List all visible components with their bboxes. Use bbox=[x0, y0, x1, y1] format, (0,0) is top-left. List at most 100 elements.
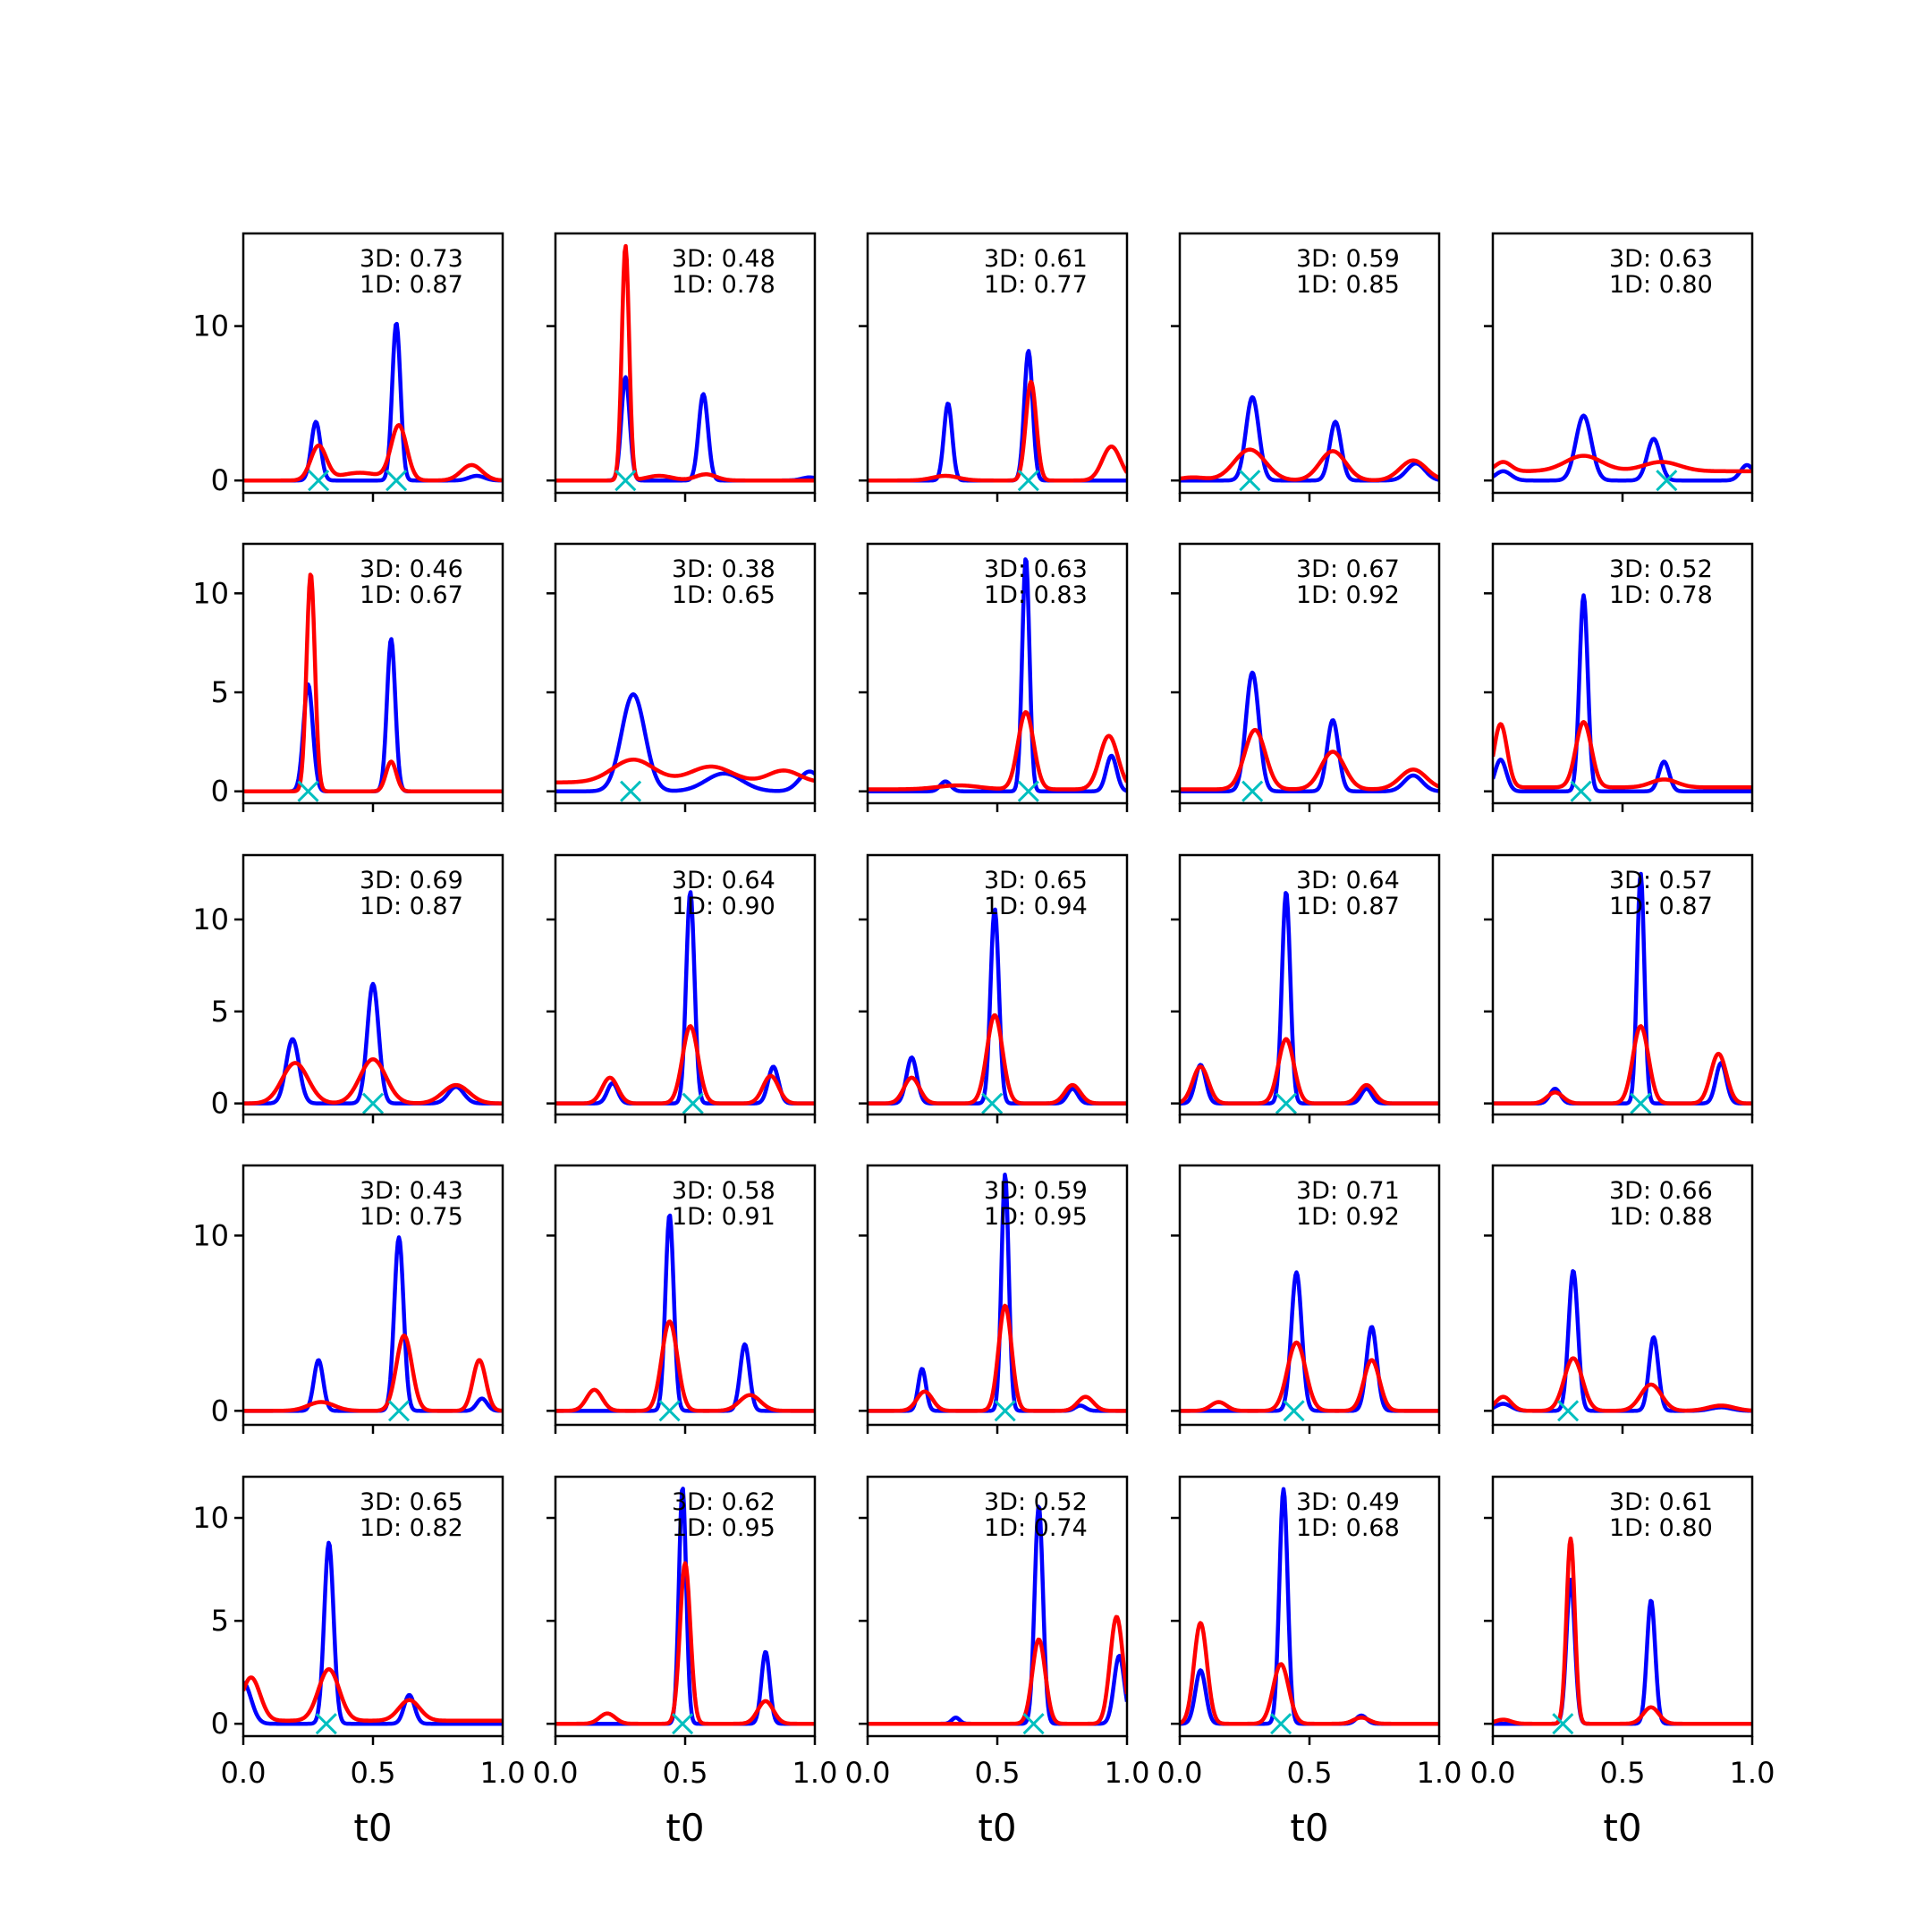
y-tick-label: 10 bbox=[192, 902, 229, 936]
red-series-line bbox=[1180, 447, 1439, 482]
x-marker bbox=[1017, 470, 1039, 492]
x-marker bbox=[672, 1713, 694, 1735]
score-3d-label: 3D: 0.73 bbox=[360, 245, 463, 273]
y-tick-label: 0 bbox=[211, 1394, 229, 1428]
red-series-line bbox=[243, 572, 503, 793]
x-marker bbox=[1241, 780, 1264, 802]
score-3d-label: 3D: 0.66 bbox=[1609, 1177, 1713, 1205]
x-marker bbox=[1239, 470, 1261, 492]
x-marker bbox=[1630, 1092, 1652, 1114]
x-tick-label: 1.0 bbox=[792, 1756, 838, 1790]
score-1d-label: 1D: 0.90 bbox=[672, 893, 775, 920]
y-tick-label: 5 bbox=[211, 675, 229, 709]
score-1d-label: 1D: 0.83 bbox=[984, 581, 1088, 609]
red-series-line bbox=[868, 710, 1127, 792]
x-marker bbox=[1552, 1713, 1574, 1735]
score-3d-label: 3D: 0.52 bbox=[984, 1488, 1088, 1516]
y-tick-label: 10 bbox=[192, 1501, 229, 1535]
red-series-line bbox=[868, 379, 1127, 483]
x-tick-label: 0.0 bbox=[221, 1756, 267, 1790]
red-series-line bbox=[1493, 719, 1752, 790]
blue-series-line bbox=[243, 1540, 503, 1726]
score-1d-label: 1D: 0.87 bbox=[360, 271, 463, 299]
score-3d-label: 3D: 0.61 bbox=[1609, 1488, 1713, 1516]
red-series-line bbox=[243, 423, 503, 483]
score-3d-label: 3D: 0.65 bbox=[984, 867, 1088, 894]
x-tick-label: 0.5 bbox=[663, 1756, 708, 1790]
score-1d-label: 1D: 0.94 bbox=[984, 893, 1088, 920]
score-1d-label: 1D: 0.77 bbox=[984, 271, 1088, 299]
blue-series-line bbox=[555, 1487, 815, 1726]
blue-series-line bbox=[868, 1173, 1127, 1413]
x-axis-label: t0 bbox=[1603, 1806, 1641, 1850]
score-3d-label: 3D: 0.65 bbox=[360, 1488, 463, 1516]
score-1d-label: 1D: 0.67 bbox=[360, 581, 463, 609]
score-1d-label: 1D: 0.68 bbox=[1296, 1514, 1400, 1542]
score-1d-label: 1D: 0.82 bbox=[360, 1514, 463, 1542]
score-1d-label: 1D: 0.88 bbox=[1609, 1203, 1713, 1231]
score-3d-label: 3D: 0.38 bbox=[672, 555, 775, 583]
blue-series-line bbox=[868, 907, 1127, 1106]
red-series-line bbox=[868, 1303, 1127, 1413]
y-tick-label: 0 bbox=[211, 1087, 229, 1121]
x-axis-label: t0 bbox=[353, 1806, 392, 1850]
x-marker bbox=[994, 1400, 1016, 1422]
x-tick-label: 0.5 bbox=[1287, 1756, 1333, 1790]
x-marker bbox=[1017, 780, 1039, 802]
y-tick-label: 0 bbox=[211, 775, 229, 809]
score-3d-label: 3D: 0.61 bbox=[984, 245, 1088, 273]
score-1d-label: 1D: 0.65 bbox=[672, 581, 775, 609]
red-series-line bbox=[1493, 453, 1752, 474]
red-series-line bbox=[1493, 1356, 1752, 1413]
y-tick-label: 10 bbox=[192, 1218, 229, 1252]
blue-series-line bbox=[1180, 394, 1439, 483]
red-series-line bbox=[555, 1024, 815, 1106]
y-tick-label: 0 bbox=[211, 1707, 229, 1741]
x-tick-label: 1.0 bbox=[480, 1756, 526, 1790]
x-tick-label: 0.0 bbox=[845, 1756, 891, 1790]
score-3d-label: 3D: 0.59 bbox=[1296, 245, 1400, 273]
x-marker bbox=[1270, 1713, 1292, 1735]
score-1d-label: 1D: 0.87 bbox=[1296, 893, 1400, 920]
red-series-line bbox=[868, 1013, 1127, 1106]
score-1d-label: 1D: 0.91 bbox=[672, 1203, 775, 1231]
score-3d-label: 3D: 0.43 bbox=[360, 1177, 463, 1205]
x-tick-label: 0.5 bbox=[975, 1756, 1021, 1790]
x-axis-label: t0 bbox=[665, 1806, 704, 1850]
x-marker bbox=[1557, 1400, 1580, 1422]
y-tick-label: 10 bbox=[192, 309, 229, 343]
x-marker bbox=[1570, 780, 1592, 802]
blue-series-line bbox=[868, 557, 1127, 793]
score-3d-label: 3D: 0.71 bbox=[1296, 1177, 1400, 1205]
x-marker bbox=[620, 780, 642, 802]
red-series-line bbox=[243, 1057, 503, 1106]
x-marker bbox=[297, 780, 319, 802]
x-marker bbox=[1022, 1713, 1045, 1735]
score-1d-label: 1D: 0.87 bbox=[1609, 893, 1713, 920]
blue-series-line bbox=[555, 691, 815, 793]
score-3d-label: 3D: 0.69 bbox=[360, 867, 463, 894]
score-1d-label: 1D: 0.75 bbox=[360, 1203, 463, 1231]
x-axis-label: t0 bbox=[1290, 1806, 1328, 1850]
x-marker bbox=[658, 1400, 681, 1422]
score-3d-label: 3D: 0.59 bbox=[984, 1177, 1088, 1205]
score-3d-label: 3D: 0.46 bbox=[360, 555, 463, 583]
red-series-line bbox=[1493, 1536, 1752, 1726]
x-tick-label: 0.5 bbox=[351, 1756, 396, 1790]
x-tick-label: 0.0 bbox=[533, 1756, 579, 1790]
